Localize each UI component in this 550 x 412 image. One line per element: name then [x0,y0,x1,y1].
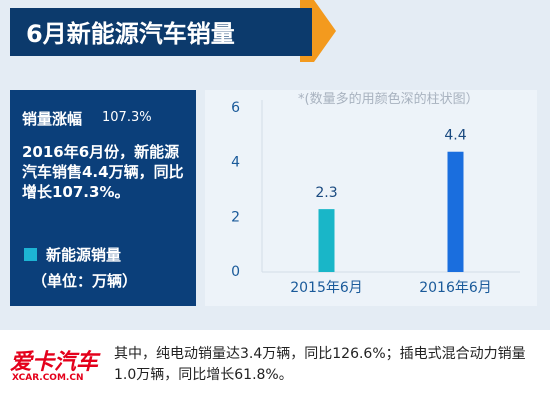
x-tick-label: 2016年6月 [419,280,492,296]
unit-note: （单位：万辆） [32,272,138,290]
y-tick-label: 2 [231,209,240,225]
logo: 爱卡汽车 [10,350,99,375]
y-tick-label: 0 [231,264,240,280]
chart-panel [205,90,537,306]
footer: 爱卡汽车 XCAR.COM.CN 其中，纯电动销量达3.4万辆，同比126.6%… [0,330,550,412]
value-label: 4.4 [444,128,466,144]
banner-bar [10,8,315,56]
bar [318,209,335,272]
bar [447,151,464,272]
value-label: 2.3 [315,185,337,201]
y-tick-label: 4 [231,155,240,171]
legend-swatch [24,248,37,261]
summary-text: 2016年6月份，新能源汽车销售4.4万辆，同比增长107.3%。 [22,143,184,201]
logo-sub: XCAR.COM.CN [12,373,84,383]
summary-panel: 销量涨幅 107.3% 2016年6月份，新能源汽车销售4.4万辆，同比增长10… [10,90,196,306]
footer-text: 其中，纯电动销量达3.4万辆，同比126.6%；插电式混合动力销量1.0万辆，同… [114,346,526,383]
y-tick-label: 6 [231,100,240,116]
chart-note: *(数量多的用颜色深的柱状图） [298,92,479,107]
title: 6月新能源汽车销量 [26,20,235,48]
growth-value: 107.3% [102,110,152,125]
banner: 6月新能源汽车销量 [0,0,550,62]
x-tick-label: 2015年6月 [290,280,363,296]
banner-arrow [300,0,336,62]
legend-label: 新能源销量 [46,246,122,264]
arrow-shape [300,0,336,62]
growth-label: 销量涨幅 [22,110,83,128]
chart: 0 2 4 6 2015年6月 2.3 2016年6月 4.4 [231,100,520,296]
